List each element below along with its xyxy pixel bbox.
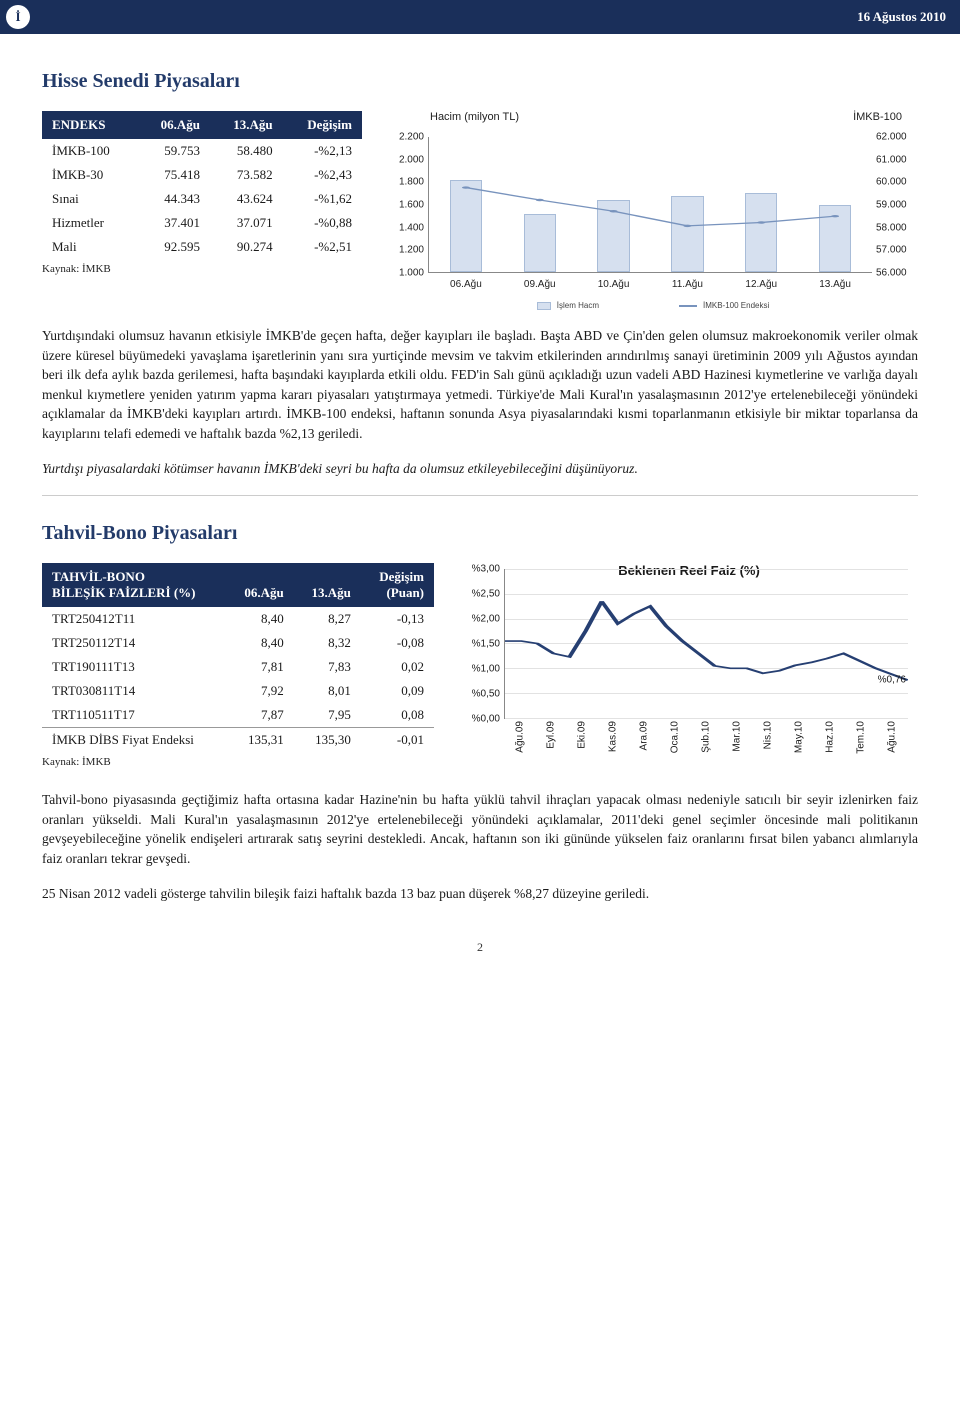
table-cell: 7,95 bbox=[294, 703, 361, 728]
table-cell: İMKB DİBS Fiyat Endeksi bbox=[42, 727, 227, 752]
table-cell: -%2,51 bbox=[283, 235, 362, 259]
endeks-header: ENDEKS bbox=[42, 111, 137, 139]
chart1-right-title: İMKB-100 bbox=[853, 111, 902, 123]
real-rate-chart-wrap: Beklenen Reel Faiz (%) %3,00%2,50%2,00%1… bbox=[460, 563, 918, 753]
bond-head-col3: 13.Ağu bbox=[294, 585, 361, 607]
bond-table: TAHVİL-BONO Değişim BİLEŞİK FAİZLERİ (%)… bbox=[42, 563, 434, 752]
table-cell: 37.401 bbox=[137, 211, 210, 235]
chart1-left-title: Hacim (milyon TL) bbox=[430, 111, 519, 123]
endeks-header: 06.Ağu bbox=[137, 111, 210, 139]
table-cell: 7,87 bbox=[227, 703, 294, 728]
endeks-header: Değişim bbox=[283, 111, 362, 139]
bond-head2: BİLEŞİK FAİZLERİ (%) bbox=[42, 585, 227, 607]
section1-para2: Yurtdışı piyasalardaki kötümser havanın … bbox=[42, 459, 918, 479]
chart2-xlabel: Ara.09 bbox=[638, 721, 649, 750]
table-cell: TRT250112T14 bbox=[42, 631, 227, 655]
table-cell: 92.595 bbox=[137, 235, 210, 259]
section2-para1: Tahvil-bono piyasasında geçtiğimiz hafta… bbox=[42, 790, 918, 868]
table-cell: 37.071 bbox=[210, 211, 283, 235]
table-cell: 43.624 bbox=[210, 187, 283, 211]
table-cell: 73.582 bbox=[210, 163, 283, 187]
endeks-header: 13.Ağu bbox=[210, 111, 283, 139]
table-cell: -0,08 bbox=[361, 631, 434, 655]
table-cell: Mali bbox=[42, 235, 137, 259]
real-rate-chart: Beklenen Reel Faiz (%) %3,00%2,50%2,00%1… bbox=[460, 563, 918, 753]
table-cell: 58.480 bbox=[210, 139, 283, 163]
bond-footnote: Kaynak: İMKB bbox=[42, 756, 434, 768]
chart2-xlabel: May.10 bbox=[794, 721, 805, 753]
chart2-xlabel: Mar.10 bbox=[732, 721, 743, 752]
table-cell: 44.343 bbox=[137, 187, 210, 211]
table-cell: 7,92 bbox=[227, 679, 294, 703]
chart2-xlabel: Nis.10 bbox=[763, 721, 774, 749]
bond-head-col4a: Değişim bbox=[361, 563, 434, 585]
table-footnote: Kaynak: İMKB bbox=[42, 263, 362, 275]
section1-para1: Yurtdışındaki olumsuz havanın etkisiyle … bbox=[42, 326, 918, 443]
table-cell: -%0,88 bbox=[283, 211, 362, 235]
endeks-table: ENDEKS06.Ağu13.AğuDeğişim İMKB-10059.753… bbox=[42, 111, 362, 259]
chart2-xlabel: Haz.10 bbox=[825, 721, 836, 753]
divider bbox=[42, 495, 918, 496]
table-cell: 0,02 bbox=[361, 655, 434, 679]
table-cell: TRT190111T13 bbox=[42, 655, 227, 679]
chart2-xlabel: Ağu.09 bbox=[514, 721, 525, 753]
header-date: 16 Ağustos 2010 bbox=[857, 9, 946, 25]
table-cell: TRT110511T17 bbox=[42, 703, 227, 728]
table-cell: 8,32 bbox=[294, 631, 361, 655]
table-cell: 8,27 bbox=[294, 607, 361, 631]
table-cell: 7,83 bbox=[294, 655, 361, 679]
header-bar: İ 16 Ağustos 2010 bbox=[0, 0, 960, 34]
table-cell: 8,40 bbox=[227, 607, 294, 631]
table-cell: 8,40 bbox=[227, 631, 294, 655]
table-cell: 0,09 bbox=[361, 679, 434, 703]
chart1-legend: İşlem Hacm İMKB-100 Endeksi bbox=[388, 301, 918, 310]
table-cell: TRT030811T14 bbox=[42, 679, 227, 703]
chart1-xlabel: 11.Ağu bbox=[672, 279, 703, 290]
bond-head-col4b: (Puan) bbox=[361, 585, 434, 607]
section1-title: Hisse Senedi Piyasaları bbox=[42, 70, 918, 93]
page-number: 2 bbox=[42, 940, 918, 955]
table-cell: Sınai bbox=[42, 187, 137, 211]
chart2-xlabel: Eki.09 bbox=[576, 721, 587, 749]
chart2-xlabel: Oca.10 bbox=[669, 721, 680, 753]
chart2-xlabel: Tem.10 bbox=[856, 721, 867, 754]
chart2-xlabel: Şub.10 bbox=[701, 721, 712, 753]
bond-table-wrap: TAHVİL-BONO Değişim BİLEŞİK FAİZLERİ (%)… bbox=[42, 563, 434, 768]
chart2-xlabel: Kas.09 bbox=[607, 721, 618, 752]
bond-head1: TAHVİL-BONO bbox=[42, 563, 227, 585]
table-cell: -%2,43 bbox=[283, 163, 362, 187]
table-cell: -%1,62 bbox=[283, 187, 362, 211]
table-cell: İMKB-100 bbox=[42, 139, 137, 163]
legend-bar-label: İşlem Hacm bbox=[557, 301, 599, 310]
table-cell: 0,08 bbox=[361, 703, 434, 728]
table-cell: TRT250412T11 bbox=[42, 607, 227, 631]
table-cell: 90.274 bbox=[210, 235, 283, 259]
volume-index-chart: Hacim (milyon TL) İMKB-100 2.2002.0001.8… bbox=[388, 111, 918, 310]
legend-line-label: İMKB-100 Endeksi bbox=[703, 301, 769, 310]
chart1-xlabel: 06.Ağu bbox=[450, 279, 482, 290]
logo: İ bbox=[6, 5, 30, 29]
chart1-xlabel: 12.Ağu bbox=[745, 279, 777, 290]
table-cell: 7,81 bbox=[227, 655, 294, 679]
table-cell: Hizmetler bbox=[42, 211, 137, 235]
chart1-xlabel: 09.Ağu bbox=[524, 279, 556, 290]
table-cell: -0,01 bbox=[361, 727, 434, 752]
table-cell: 59.753 bbox=[137, 139, 210, 163]
chart2-xlabel: Ağu.10 bbox=[887, 721, 898, 753]
chart1-xlabel: 13.Ağu bbox=[819, 279, 851, 290]
table-cell: -0,13 bbox=[361, 607, 434, 631]
table-cell: 75.418 bbox=[137, 163, 210, 187]
table-cell: -%2,13 bbox=[283, 139, 362, 163]
bond-head-col2: 06.Ağu bbox=[227, 585, 294, 607]
table-cell: 135,31 bbox=[227, 727, 294, 752]
table-cell: 135,30 bbox=[294, 727, 361, 752]
endeks-table-wrap: ENDEKS06.Ağu13.AğuDeğişim İMKB-10059.753… bbox=[42, 111, 362, 275]
chart2-xlabel: Eyl.09 bbox=[545, 721, 556, 749]
chart1-xlabel: 10.Ağu bbox=[598, 279, 630, 290]
section2-title: Tahvil-Bono Piyasaları bbox=[42, 522, 918, 545]
section2-para2: 25 Nisan 2012 vadeli gösterge tahvilin b… bbox=[42, 884, 918, 904]
table-cell: İMKB-30 bbox=[42, 163, 137, 187]
chart2-endlabel: %0,76 bbox=[878, 675, 906, 686]
table-cell: 8,01 bbox=[294, 679, 361, 703]
